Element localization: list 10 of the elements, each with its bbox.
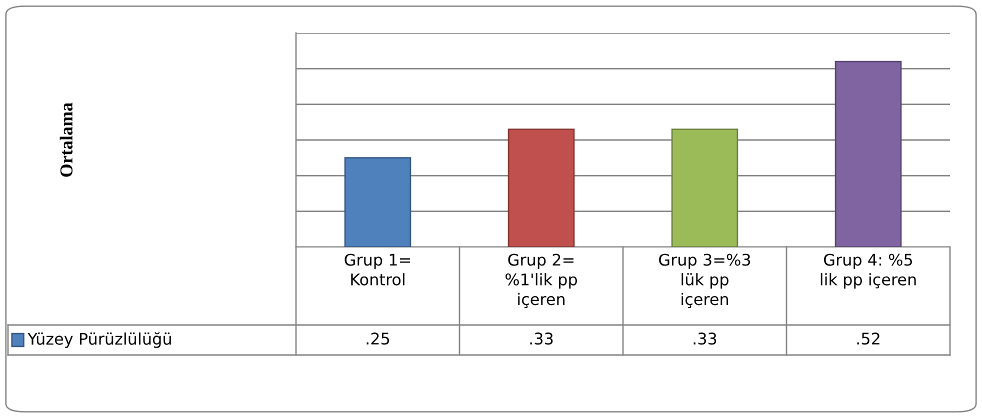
x-tick-label: Grup 4: %5 lik pp içeren bbox=[820, 254, 916, 289]
data-label: .33 bbox=[694, 332, 716, 345]
legend-label: Yüzey Pürüzlülüğü bbox=[28, 332, 171, 348]
data-label: .52 bbox=[857, 332, 880, 345]
text: Ortalama bbox=[60, 102, 73, 177]
data-label: .25 bbox=[366, 332, 390, 345]
x-tick-label: Grup 2= %1'lik pp içeren bbox=[506, 254, 577, 308]
x-tick-label: Grup 1= Kontrol bbox=[344, 254, 410, 286]
data-label: .33 bbox=[530, 332, 553, 345]
x-tick-label: Grup 3=%3 lük pp içeren bbox=[659, 254, 750, 308]
